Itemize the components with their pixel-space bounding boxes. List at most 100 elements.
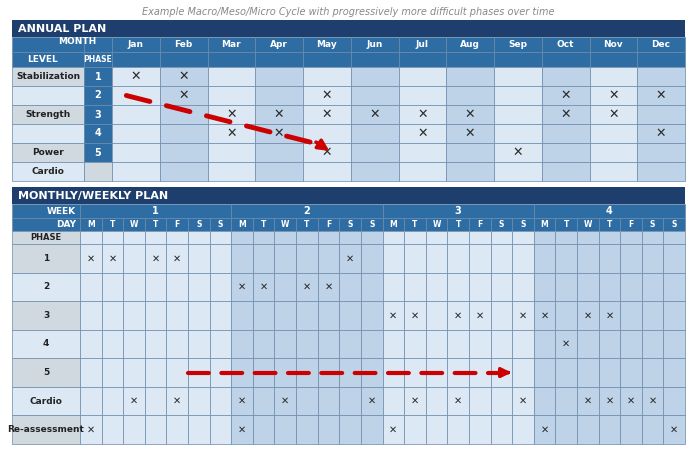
Bar <box>339 330 361 358</box>
Bar <box>318 244 339 273</box>
Bar <box>383 231 404 244</box>
Bar <box>590 162 637 181</box>
Bar <box>255 143 303 162</box>
Text: ANNUAL PLAN: ANNUAL PLAN <box>18 23 106 33</box>
Bar <box>446 162 494 181</box>
Bar <box>112 162 160 181</box>
Bar <box>577 330 599 358</box>
Bar <box>188 358 210 387</box>
Text: Stabilization: Stabilization <box>16 72 80 81</box>
Bar <box>599 231 620 244</box>
Bar <box>303 124 351 143</box>
Text: Jul: Jul <box>416 40 429 49</box>
Bar <box>556 218 577 231</box>
Bar <box>577 301 599 330</box>
Bar <box>253 330 275 358</box>
Text: ✕: ✕ <box>560 89 571 102</box>
Text: 1: 1 <box>152 206 159 216</box>
Bar <box>210 301 231 330</box>
Bar <box>637 105 685 124</box>
Bar <box>210 358 231 387</box>
Bar <box>620 244 642 273</box>
Bar <box>426 273 447 301</box>
Bar <box>12 52 84 67</box>
Bar <box>253 415 275 444</box>
Text: ✕: ✕ <box>86 253 95 263</box>
Bar <box>534 218 556 231</box>
Text: T: T <box>109 220 115 229</box>
Bar <box>145 358 167 387</box>
Bar <box>208 162 255 181</box>
Bar <box>446 37 494 52</box>
Bar <box>404 231 426 244</box>
Text: 5: 5 <box>95 148 101 157</box>
Text: PHASE: PHASE <box>84 55 112 64</box>
Bar <box>112 67 160 86</box>
Text: ✕: ✕ <box>417 127 428 140</box>
Text: ✕: ✕ <box>656 127 666 140</box>
Bar <box>145 387 167 415</box>
Bar <box>231 358 253 387</box>
Text: S: S <box>520 220 526 229</box>
Bar <box>318 301 339 330</box>
Bar <box>599 301 620 330</box>
Text: F: F <box>477 220 482 229</box>
Bar <box>303 67 351 86</box>
Text: ✕: ✕ <box>627 396 635 406</box>
Bar <box>145 301 167 330</box>
Bar <box>383 358 404 387</box>
Bar <box>303 143 351 162</box>
Bar <box>275 330 296 358</box>
Text: ✕: ✕ <box>454 396 462 406</box>
Bar <box>318 273 339 301</box>
Bar <box>426 301 447 330</box>
Bar <box>642 273 664 301</box>
Bar <box>491 231 512 244</box>
Bar <box>210 231 231 244</box>
Text: F: F <box>175 220 180 229</box>
Bar <box>102 244 123 273</box>
Text: ✕: ✕ <box>519 310 527 320</box>
Text: 5: 5 <box>43 368 49 377</box>
Bar <box>664 218 685 231</box>
Bar <box>210 218 231 231</box>
Bar <box>188 301 210 330</box>
Bar <box>447 358 469 387</box>
Bar <box>512 415 534 444</box>
Bar <box>664 387 685 415</box>
Text: S: S <box>347 220 353 229</box>
Bar <box>231 231 253 244</box>
Bar <box>84 124 112 143</box>
Text: May: May <box>316 40 337 49</box>
Text: ✕: ✕ <box>108 253 116 263</box>
Bar <box>253 301 275 330</box>
Bar <box>160 37 208 52</box>
Bar <box>145 415 167 444</box>
Bar <box>637 86 685 105</box>
Bar <box>102 218 123 231</box>
Bar <box>102 301 123 330</box>
Bar <box>351 52 399 67</box>
Bar <box>577 218 599 231</box>
Bar <box>447 301 469 330</box>
Bar <box>188 244 210 273</box>
Bar <box>590 67 637 86</box>
Bar <box>210 244 231 273</box>
Bar <box>642 244 664 273</box>
Bar <box>231 301 253 330</box>
Bar <box>494 52 542 67</box>
Text: ✕: ✕ <box>417 108 428 121</box>
Bar <box>208 105 255 124</box>
Bar <box>446 67 494 86</box>
Bar <box>255 124 303 143</box>
Bar <box>296 273 318 301</box>
Bar <box>339 244 361 273</box>
Bar <box>102 415 123 444</box>
Text: ✕: ✕ <box>369 108 380 121</box>
Bar <box>102 330 123 358</box>
Text: ✕: ✕ <box>608 89 619 102</box>
Bar <box>512 244 534 273</box>
Bar <box>253 273 275 301</box>
Bar <box>188 231 210 244</box>
Text: 4: 4 <box>95 129 101 139</box>
